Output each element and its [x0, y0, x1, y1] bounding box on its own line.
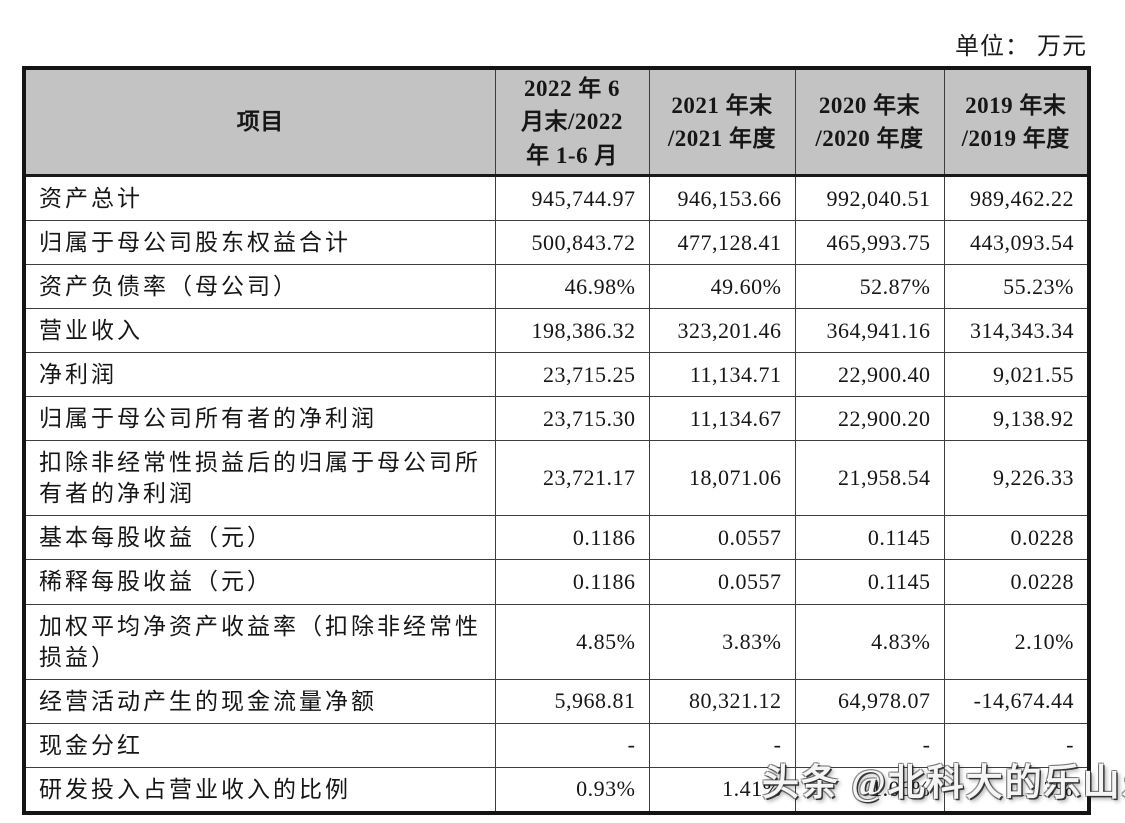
- table-header: 项目 2022 年 6 月末/2022 年 1-6 月 2021 年末 /202…: [23, 67, 1090, 178]
- row-value: 477,128.41: [648, 220, 796, 266]
- row-value: 1.41%: [648, 766, 796, 814]
- table-row: 归属于母公司所有者的净利润 23,715.30 11,134.67 22,900.20…: [23, 396, 1090, 442]
- row-value: 4.85%: [494, 603, 650, 680]
- row-value: 11,134.67: [648, 396, 796, 442]
- row-value: 18,071.06: [648, 440, 796, 517]
- row-label: 加权平均净资产收益率（扣除非经常性损益）: [23, 603, 496, 680]
- row-value: 0.93%: [494, 766, 650, 814]
- row-value: 4.83%: [794, 603, 945, 680]
- row-value: 1.06%: [794, 766, 945, 814]
- row-value: 23,715.25: [494, 352, 650, 398]
- row-value: 22,900.40: [794, 352, 945, 398]
- row-value: 23,715.30: [494, 396, 650, 442]
- row-value: 11,134.71: [648, 352, 796, 398]
- table-row: 现金分红 - - - -: [23, 722, 1090, 768]
- row-value: -: [494, 722, 650, 768]
- row-label: 营业收入: [23, 308, 496, 354]
- table-row: 扣除非经常性损益后的归属于母公司所有者的净利润 23,721.17 18,071.0…: [23, 440, 1090, 517]
- row-label: 基本每股收益（元）: [23, 515, 496, 561]
- row-value: 52.87%: [794, 264, 945, 310]
- row-label: 现金分红: [23, 722, 496, 768]
- row-value: 0.0228: [943, 559, 1090, 605]
- row-value: 0.1186: [494, 515, 650, 561]
- row-value: 443,093.54: [943, 220, 1090, 266]
- row-value: 1.13%: [943, 766, 1090, 814]
- table-body: 资产总计 945,744.97 946,153.66 992,040.51 989,46…: [23, 175, 1090, 814]
- row-label: 资产负债率（母公司）: [23, 264, 496, 310]
- row-label: 归属于母公司所有者的净利润: [23, 396, 496, 442]
- row-value: -: [794, 722, 945, 768]
- header-cell-item: 项目: [23, 67, 496, 178]
- table-row: 资产负债率（母公司） 46.98% 49.60% 52.87% 55.23%: [23, 264, 1090, 310]
- table-row: 稀释每股收益（元） 0.1186 0.0557 0.1145 0.0228: [23, 559, 1090, 605]
- row-value: 80,321.12: [648, 678, 796, 724]
- row-label: 稀释每股收益（元）: [23, 559, 496, 605]
- row-value: -14,674.44: [943, 678, 1090, 724]
- table-row: 营业收入 198,386.32 323,201.46 364,941.16 314,34…: [23, 308, 1090, 354]
- header-cell-period-2019: 2019 年末 /2019 年度: [943, 67, 1090, 178]
- table-row: 基本每股收益（元） 0.1186 0.0557 0.1145 0.0228: [23, 515, 1090, 561]
- row-value: 0.0557: [648, 559, 796, 605]
- header-cell-period-2022: 2022 年 6 月末/2022 年 1-6 月: [494, 67, 650, 178]
- row-label: 研发投入占营业收入的比例: [23, 766, 496, 814]
- row-label: 归属于母公司股东权益合计: [23, 220, 496, 266]
- row-value: 0.0228: [943, 515, 1090, 561]
- table-row: 经营活动产生的现金流量净额 5,968.81 80,321.12 64,978.07-…: [23, 678, 1090, 724]
- row-value: 989,462.22: [943, 175, 1090, 222]
- row-value: 0.0557: [648, 515, 796, 561]
- row-value: 314,343.34: [943, 308, 1090, 354]
- row-label: 扣除非经常性损益后的归属于母公司所有者的净利润: [23, 440, 496, 517]
- header-cell-period-2020: 2020 年末 /2020 年度: [794, 67, 945, 178]
- row-value: 992,040.51: [794, 175, 945, 222]
- row-value: 9,226.33: [943, 440, 1090, 517]
- row-value: 22,900.20: [794, 396, 945, 442]
- row-value: 21,958.54: [794, 440, 945, 517]
- row-value: 0.1145: [794, 559, 945, 605]
- row-value: 2.10%: [943, 603, 1090, 680]
- row-value: 49.60%: [648, 264, 796, 310]
- row-value: 500,843.72: [494, 220, 650, 266]
- unit-label: 单位： 万元: [955, 34, 1087, 60]
- row-value: 946,153.66: [648, 175, 796, 222]
- header-cell-period-2021: 2021 年末 /2021 年度: [648, 67, 796, 178]
- row-value: 0.1145: [794, 515, 945, 561]
- row-value: 23,721.17: [494, 440, 650, 517]
- row-label: 资产总计: [23, 175, 496, 222]
- table-row: 加权平均净资产收益率（扣除非经常性损益） 4.85% 3.83% 4.83% 2.10%: [23, 603, 1090, 680]
- row-value: 9,021.55: [943, 352, 1090, 398]
- table-row: 归属于母公司股东权益合计 500,843.72 477,128.41 465,993.…: [23, 220, 1090, 266]
- row-value: 5,968.81: [494, 678, 650, 724]
- table-row: 资产总计 945,744.97 946,153.66 992,040.51 989,46…: [23, 175, 1090, 222]
- table-row: 研发投入占营业收入的比例 0.93% 1.41% 1.06% 1.13%: [23, 766, 1090, 814]
- financial-summary-table: 项目 2022 年 6 月末/2022 年 1-6 月 2021 年末 /202…: [22, 66, 1091, 815]
- row-value: 46.98%: [494, 264, 650, 310]
- row-value: 0.1186: [494, 559, 650, 605]
- header-row: 项目 2022 年 6 月末/2022 年 1-6 月 2021 年末 /202…: [23, 67, 1090, 178]
- table-row: 净利润 23,715.25 11,134.71 22,900.40 9,021.55: [23, 352, 1090, 398]
- row-value: -: [943, 722, 1090, 768]
- row-value: 323,201.46: [648, 308, 796, 354]
- row-value: 198,386.32: [494, 308, 650, 354]
- row-value: 3.83%: [648, 603, 796, 680]
- row-value: 55.23%: [943, 264, 1090, 310]
- row-value: 364,941.16: [794, 308, 945, 354]
- row-label: 净利润: [23, 352, 496, 398]
- row-value: 465,993.75: [794, 220, 945, 266]
- row-value: 9,138.92: [943, 396, 1090, 442]
- row-value: -: [648, 722, 796, 768]
- row-label: 经营活动产生的现金流量净额: [23, 678, 496, 724]
- row-value: 945,744.97: [494, 175, 650, 222]
- row-value: 64,978.07: [794, 678, 945, 724]
